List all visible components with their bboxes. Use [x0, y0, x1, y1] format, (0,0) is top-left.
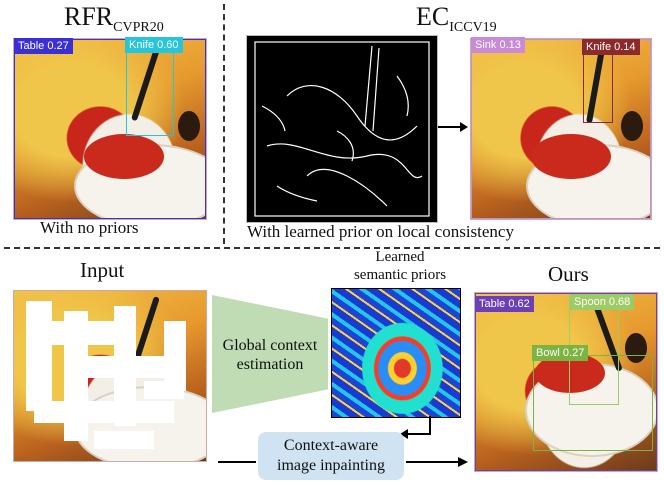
- ec-title-sub: ICCV19: [449, 20, 497, 36]
- input-masked-image: [13, 290, 207, 462]
- top-vertical-divider: [223, 4, 225, 244]
- rfr-result-image: [13, 38, 207, 220]
- dark-spot: [178, 111, 200, 141]
- knife-shape: [132, 296, 160, 365]
- rfr-knife-bbox: [126, 41, 174, 136]
- priors-label-line1: Learned: [375, 249, 425, 265]
- inpainting-line1: Context-aware: [283, 437, 379, 454]
- ours-bowl-bbox: [533, 355, 653, 451]
- ours-table-bbox: [475, 293, 657, 471]
- ec-title: ECICCV19: [416, 2, 497, 36]
- global-context-line2: estimation: [236, 356, 304, 373]
- ec-edge-map: [246, 35, 438, 223]
- dark-spot: [621, 111, 643, 141]
- ec-knife-tag: Knife 0.14: [582, 39, 640, 55]
- rfr-knife-tag: Knife 0.60: [125, 37, 183, 53]
- mask-stroke: [144, 381, 184, 399]
- horizontal-divider: [4, 247, 660, 249]
- ec-result-image: [470, 38, 652, 220]
- rfr-table-bbox: [14, 39, 206, 219]
- rfr-title-sub: CVPR20: [113, 20, 164, 36]
- ours-table-tag: Table 0.62: [475, 296, 534, 312]
- mask-stroke: [114, 306, 136, 426]
- bowl-shape: [74, 386, 206, 461]
- input-label: Input: [80, 258, 125, 282]
- ours-spoon-tag: Spoon 0.68: [570, 294, 635, 310]
- global-context-label: Global context estimation: [212, 336, 328, 374]
- sauce-shape: [84, 134, 164, 179]
- mask-stroke: [34, 401, 174, 423]
- rfr-title: RFRCVPR20: [64, 2, 164, 36]
- edge-lines: [254, 41, 430, 217]
- ec-caption: With learned prior on local consistency: [247, 222, 514, 241]
- ec-sink-bbox: [471, 39, 651, 219]
- mask-stroke: [26, 301, 52, 411]
- inpainting-line2: image inpainting: [277, 457, 385, 474]
- inpainting-box: Context-aware image inpainting: [258, 432, 404, 480]
- priors-label-line2: semantic priors: [353, 267, 447, 283]
- priors-to-inpaint-connector: [400, 416, 431, 439]
- ours-label: Ours: [548, 262, 589, 286]
- ec-sink-tag: Sink 0.13: [471, 37, 525, 53]
- sauce-shape: [531, 134, 611, 179]
- rfr-table-tag: Table 0.27: [14, 38, 73, 54]
- main-flow-arrow: [218, 457, 468, 467]
- global-context-line1: Global context: [222, 337, 318, 354]
- ec-arrow: [438, 122, 468, 132]
- priors-label: Learned semantic priors: [330, 248, 470, 284]
- mask-stroke: [164, 321, 186, 391]
- mask-stroke: [94, 431, 154, 449]
- ours-result-image: [474, 292, 658, 472]
- ours-bowl-tag: Bowl 0.27: [532, 345, 589, 361]
- semantic-prior-map: [331, 288, 461, 418]
- rfr-caption: With no priors: [40, 218, 139, 237]
